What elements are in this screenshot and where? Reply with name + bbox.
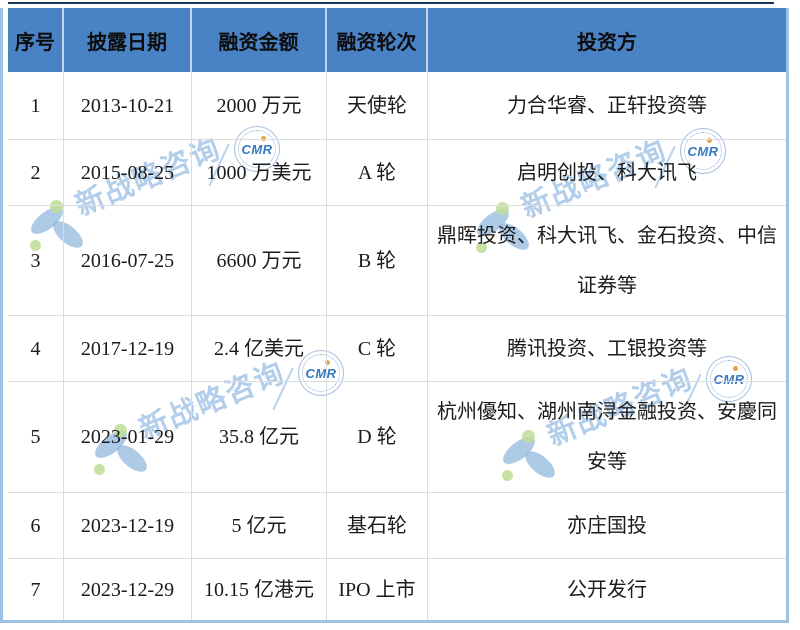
table-border-right <box>786 8 789 623</box>
cell-no: 3 <box>8 206 64 315</box>
cell-no: 1 <box>8 72 64 139</box>
cell-amount: 1000 万美元 <box>192 140 327 205</box>
cell-investors: 杭州優知、湖州南浔金融投资、安慶同安等 <box>437 401 777 473</box>
cell-round: A 轮 <box>327 140 428 205</box>
cell-date: 2023-12-29 <box>64 559 192 620</box>
table-row: 5 2023-01-29 35.8 亿元 D 轮杭州優知、湖州南浔金融投资、安慶同安等 <box>8 382 786 493</box>
cell-investors: 启明创投、科大讯飞 <box>517 161 697 184</box>
cell-no: 7 <box>8 559 64 620</box>
cell-date: 2023-01-29 <box>64 382 192 492</box>
column-header: 融资轮次 <box>327 8 428 72</box>
column-header: 披露日期 <box>64 8 192 72</box>
cell-amount: 35.8 亿元 <box>192 382 327 492</box>
financing-table: 序号 披露日期 融资金额 融资轮次 投资方 1 2013-10-21 2000 万元 天使轮 力… <box>8 8 786 620</box>
cell-no: 5 <box>8 382 64 492</box>
cell-investors: 腾讯投资、工银投资等 <box>507 337 707 360</box>
table-row: 1 2013-10-21 2000 万元 天使轮 力合华睿、正轩投资等 <box>8 72 786 140</box>
table-row: 7 2023-12-29 10.15 亿港元 IPO 上市 公开发行 <box>8 559 786 620</box>
cell-round: IPO 上市 <box>327 559 428 620</box>
cell-round: C 轮 <box>327 316 428 381</box>
cell-amount: 6600 万元 <box>192 206 327 315</box>
cell-amount: 10.15 亿港元 <box>192 559 327 620</box>
cell-investors: 鼎晖投资、科大讯飞、金石投资、中信证券等 <box>437 224 777 297</box>
cell-round: 天使轮 <box>327 72 428 139</box>
table-top-rule <box>8 2 774 4</box>
cell-amount: 2000 万元 <box>192 72 327 139</box>
table-header-row: 序号 披露日期 融资金额 融资轮次 投资方 <box>8 8 786 72</box>
column-header: 投资方 <box>577 31 637 54</box>
cell-date: 2013-10-21 <box>64 72 192 139</box>
table-row: 4 2017-12-19 2.4 亿美元 C 轮 腾讯投资、工银投资等 <box>8 316 786 382</box>
cell-investors: 力合华睿、正轩投资等 <box>507 94 707 117</box>
cell-no: 6 <box>8 493 64 558</box>
column-header: 序号 <box>8 8 64 72</box>
cell-investors: 公开发行 <box>567 578 647 601</box>
table-row: 6 2023-12-19 5 亿元 基石轮 亦庄国投 <box>8 493 786 559</box>
table-border-bottom <box>0 620 789 623</box>
cell-date: 2016-07-25 <box>64 206 192 315</box>
cell-no: 4 <box>8 316 64 381</box>
cell-amount: 5 亿元 <box>192 493 327 558</box>
cell-date: 2023-12-19 <box>64 493 192 558</box>
table-border-left <box>0 8 3 623</box>
cell-date: 2017-12-19 <box>64 316 192 381</box>
table-row: 3 2016-07-25 6600 万元 B 轮鼎晖投资、科大讯飞、金石投资、中信证券… <box>8 206 786 316</box>
cell-date: 2015-08-25 <box>64 140 192 205</box>
table-body: 1 2013-10-21 2000 万元 天使轮 力合华睿、正轩投资等 2 2015-08-… <box>8 72 786 620</box>
column-header: 融资金额 <box>192 8 327 72</box>
table-row: 2 2015-08-25 1000 万美元 A 轮 启明创投、科大讯飞 <box>8 140 786 206</box>
cell-round: 基石轮 <box>327 493 428 558</box>
cell-round: D 轮 <box>327 382 428 492</box>
cell-investors: 亦庄国投 <box>567 514 647 537</box>
cell-no: 2 <box>8 140 64 205</box>
cell-amount: 2.4 亿美元 <box>192 316 327 381</box>
cell-round: B 轮 <box>327 206 428 315</box>
